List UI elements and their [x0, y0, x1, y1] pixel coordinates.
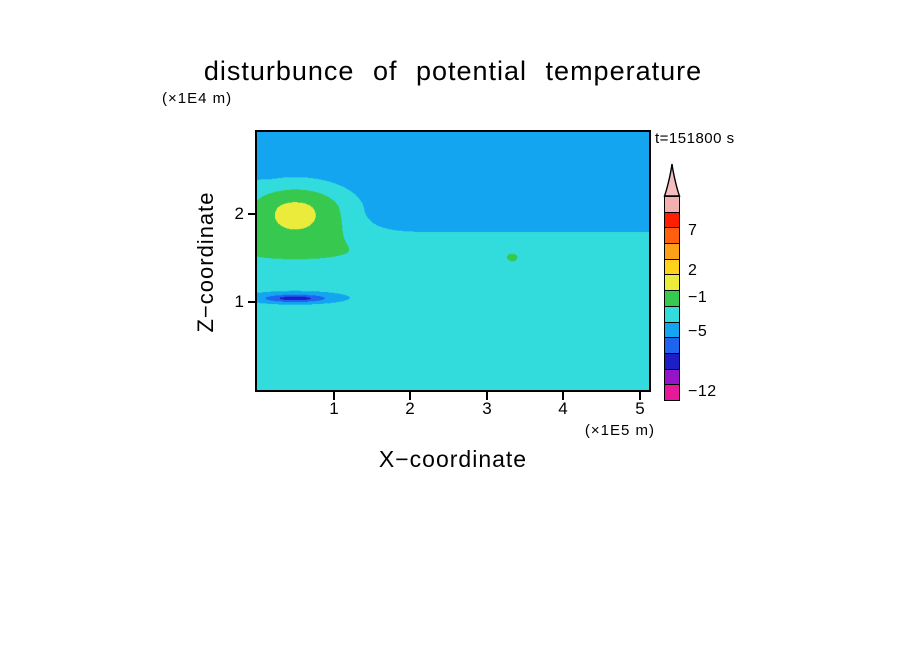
x-tick	[409, 392, 411, 400]
chart-title: disturbunce of potential temperature	[203, 56, 703, 86]
x-axis-label: X−coordinate	[378, 446, 528, 472]
x-axis-unit: (×1E5 m)	[584, 422, 655, 439]
colorbar-arrow	[663, 163, 681, 197]
colorbar-label: −12	[688, 383, 717, 400]
x-tick	[562, 392, 564, 400]
colorbar-label: 2	[688, 262, 698, 279]
x-tick-label: 4	[558, 399, 568, 418]
colorbar-scale	[664, 196, 714, 406]
x-tick	[333, 392, 335, 400]
colorbar-labels: 7 2 −1 −5 −12	[664, 196, 724, 406]
contour-canvas	[257, 132, 649, 390]
plot-frame	[255, 130, 651, 392]
time-label: t=151800 s	[655, 130, 735, 147]
x-tick-label: 1	[329, 399, 339, 418]
y-tick	[248, 301, 255, 303]
colorbar-label: −1	[688, 289, 708, 306]
colorbar-label: 7	[688, 222, 698, 239]
y-tick	[248, 213, 255, 215]
y-tick-label: 1	[234, 292, 244, 311]
y-axis-label: Z−coordinate	[193, 191, 218, 333]
x-tick-label: 5	[635, 399, 645, 418]
x-tick	[639, 392, 641, 400]
colorbar-segment	[664, 384, 680, 401]
y-axis-unit: (×1E4 m)	[162, 90, 233, 107]
x-tick-label: 2	[405, 399, 415, 418]
colorbar-label: −5	[688, 323, 708, 340]
y-tick-label: 2	[234, 204, 244, 223]
x-tick-label: 3	[482, 399, 492, 418]
x-tick	[486, 392, 488, 400]
